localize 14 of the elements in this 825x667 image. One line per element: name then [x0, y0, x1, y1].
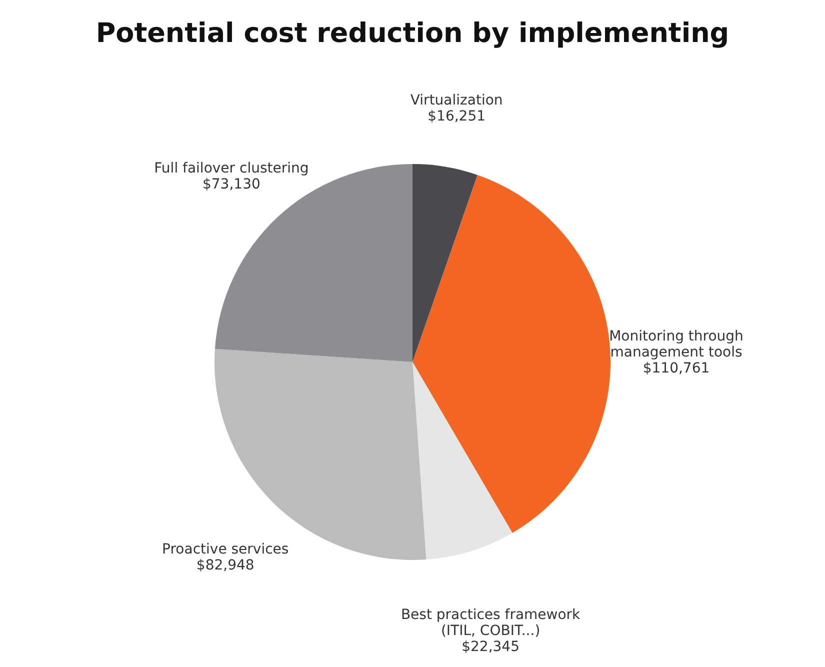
slice-label: Virtualization: [410, 92, 503, 109]
pie-slice: [412, 174, 610, 533]
pie-slice: [412, 362, 512, 560]
data-label: $22,345: [462, 639, 520, 656]
data-label: $82,948: [196, 558, 254, 574]
pie-slice: [412, 164, 478, 362]
data-label: $73,130: [202, 176, 260, 192]
slice-label: Best practices framework (ITIL, COBIT...): [400, 607, 582, 640]
slice-label: Monitoring through management tools: [609, 328, 744, 360]
slice-label: Proactive services: [162, 542, 289, 558]
slice-label: Full failover clustering: [154, 160, 309, 176]
chart-title: Potential cost reduction by implementing: [96, 18, 730, 49]
data-label: $110,761: [642, 360, 710, 376]
data-label: $16,251: [428, 108, 486, 125]
